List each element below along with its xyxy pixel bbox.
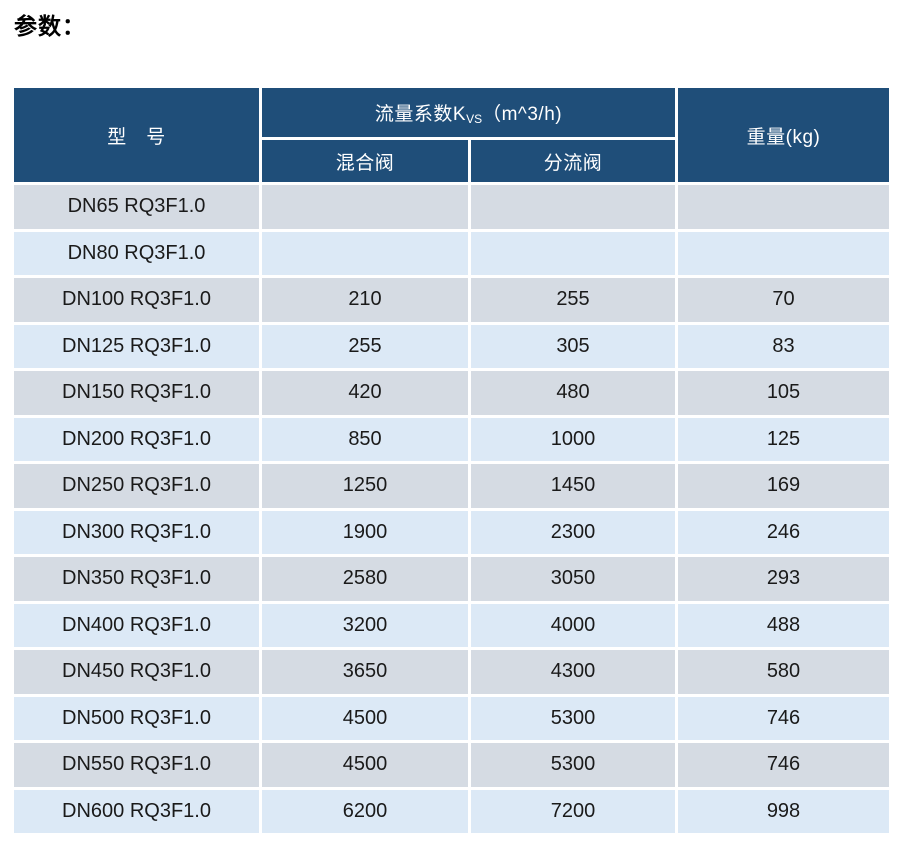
diverting-valve-cell: 4000 (468, 600, 678, 650)
diverting-valve-cell: 1000 (468, 414, 678, 464)
weight-cell: 746 (675, 693, 892, 743)
weight-cell: 246 (675, 507, 892, 557)
table-row: DN450 RQ3F1.0 3650 4300 580 (11, 647, 892, 697)
col-header-weight: 重量(kg) (675, 85, 892, 185)
table-row: DN550 RQ3F1.0 4500 5300 746 (11, 740, 892, 790)
diverting-valve-cell: 5300 (468, 693, 678, 743)
diverting-valve-cell: 2300 (468, 507, 678, 557)
weight-cell: 998 (675, 786, 892, 836)
diverting-valve-cell: 480 (468, 368, 678, 418)
model-cell: DN500 RQ3F1.0 (11, 693, 262, 743)
weight-cell: 746 (675, 740, 892, 790)
weight-cell: 169 (675, 461, 892, 511)
model-cell: DN300 RQ3F1.0 (11, 507, 262, 557)
mixing-valve-cell: 6200 (259, 786, 471, 836)
kvs-subscript: VS (466, 112, 483, 126)
table-row: DN250 RQ3F1.0 1250 1450 169 (11, 461, 892, 511)
diverting-valve-cell (468, 228, 678, 278)
mixing-valve-cell: 420 (259, 368, 471, 418)
weight-cell: 105 (675, 368, 892, 418)
weight-cell: 83 (675, 321, 892, 371)
model-cell: DN80 RQ3F1.0 (11, 228, 262, 278)
kvs-label-prefix: 流量系数K (374, 104, 467, 125)
model-cell: DN600 RQ3F1.0 (11, 786, 262, 836)
col-header-mixing-valve: 混合阀 (259, 137, 471, 185)
table-body: DN65 RQ3F1.0 DN80 RQ3F1.0 DN100 RQ3F1.0 210… (11, 182, 892, 836)
table-row: DN300 RQ3F1.0 1900 2300 246 (11, 507, 892, 557)
page-title: 参数： (14, 13, 86, 39)
model-cell: DN400 RQ3F1.0 (11, 600, 262, 650)
mixing-valve-cell: 255 (259, 321, 471, 371)
mixing-valve-cell: 1250 (259, 461, 471, 511)
weight-cell: 70 (675, 275, 892, 325)
weight-cell: 293 (675, 554, 892, 604)
table-row: DN500 RQ3F1.0 4500 5300 746 (11, 693, 892, 743)
diverting-valve-cell: 7200 (468, 786, 678, 836)
parameters-table: 型 号 流量系数KVS（m^3/h) 重量(kg) 混合阀 分流阀 DN65 R… (11, 85, 892, 836)
mixing-valve-cell (259, 228, 471, 278)
kvs-label-unit: （m^3/h) (482, 104, 563, 125)
mixing-valve-cell: 3650 (259, 647, 471, 697)
model-cell: DN125 RQ3F1.0 (11, 321, 262, 371)
mixing-valve-cell: 3200 (259, 600, 471, 650)
table-row: DN125 RQ3F1.0 255 305 83 (11, 321, 892, 371)
diverting-valve-cell: 1450 (468, 461, 678, 511)
mixing-valve-cell: 4500 (259, 740, 471, 790)
weight-cell: 580 (675, 647, 892, 697)
weight-cell: 488 (675, 600, 892, 650)
table-row: DN200 RQ3F1.0 850 1000 125 (11, 414, 892, 464)
weight-cell (675, 228, 892, 278)
mixing-valve-cell: 850 (259, 414, 471, 464)
table-header: 型 号 流量系数KVS（m^3/h) 重量(kg) 混合阀 分流阀 (11, 85, 892, 185)
table-row: DN350 RQ3F1.0 2580 3050 293 (11, 554, 892, 604)
model-cell: DN450 RQ3F1.0 (11, 647, 262, 697)
model-cell: DN250 RQ3F1.0 (11, 461, 262, 511)
mixing-valve-cell: 4500 (259, 693, 471, 743)
mixing-valve-cell (259, 182, 471, 232)
model-cell: DN200 RQ3F1.0 (11, 414, 262, 464)
weight-cell (675, 182, 892, 232)
diverting-valve-cell: 255 (468, 275, 678, 325)
table-row: DN65 RQ3F1.0 (11, 182, 892, 232)
mixing-valve-cell: 2580 (259, 554, 471, 604)
col-header-model: 型 号 (11, 85, 262, 185)
model-cell: DN100 RQ3F1.0 (11, 275, 262, 325)
model-cell: DN350 RQ3F1.0 (11, 554, 262, 604)
diverting-valve-cell: 305 (468, 321, 678, 371)
diverting-valve-cell: 4300 (468, 647, 678, 697)
table-row: DN600 RQ3F1.0 6200 7200 998 (11, 786, 892, 836)
model-cell: DN65 RQ3F1.0 (11, 182, 262, 232)
col-header-diverting-valve: 分流阀 (468, 137, 678, 185)
weight-cell: 125 (675, 414, 892, 464)
model-cell: DN550 RQ3F1.0 (11, 740, 262, 790)
diverting-valve-cell (468, 182, 678, 232)
model-cell: DN150 RQ3F1.0 (11, 368, 262, 418)
col-header-kvs-group: 流量系数KVS（m^3/h) (259, 85, 678, 140)
table-row: DN80 RQ3F1.0 (11, 228, 892, 278)
table-row: DN150 RQ3F1.0 420 480 105 (11, 368, 892, 418)
table-row: DN400 RQ3F1.0 3200 4000 488 (11, 600, 892, 650)
table-row: DN100 RQ3F1.0 210 255 70 (11, 275, 892, 325)
diverting-valve-cell: 3050 (468, 554, 678, 604)
mixing-valve-cell: 1900 (259, 507, 471, 557)
mixing-valve-cell: 210 (259, 275, 471, 325)
diverting-valve-cell: 5300 (468, 740, 678, 790)
